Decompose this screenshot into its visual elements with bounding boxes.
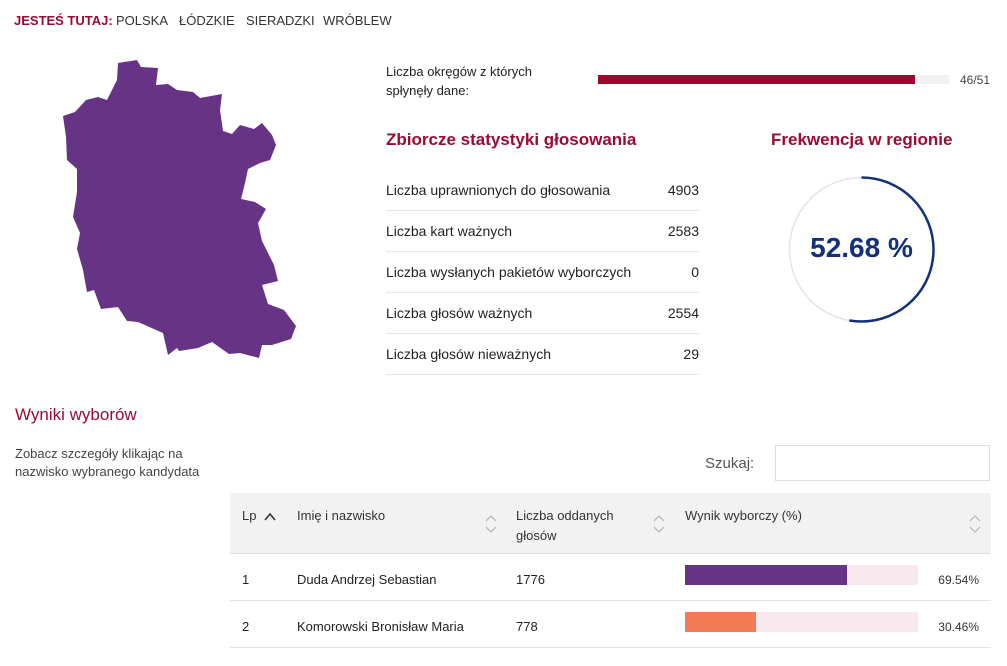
table-row[interactable]: 2 Komorowski Bronisław Maria 778 30.46% bbox=[230, 601, 991, 648]
row-lp: 2 bbox=[242, 619, 250, 634]
table-header: Lp Imię i nazwisko Liczba oddanych głosó… bbox=[230, 493, 991, 554]
stat-value: 2583 bbox=[667, 223, 699, 239]
row-percent: 30.46% bbox=[938, 620, 979, 634]
stat-row: Liczba kart ważnych 2583 bbox=[386, 211, 699, 252]
stats-table: Liczba uprawnionych do głosowania 4903 L… bbox=[386, 170, 699, 375]
sort-icon[interactable] bbox=[485, 514, 497, 534]
stat-label: Liczba uprawnionych do głosowania bbox=[386, 182, 611, 198]
results-title: Wyniki wyborów bbox=[15, 405, 137, 424]
turnout-ring bbox=[788, 176, 935, 323]
stat-value: 0 bbox=[691, 264, 699, 280]
stat-value: 4903 bbox=[667, 182, 699, 198]
turnout-ring-arc bbox=[788, 176, 935, 323]
stat-label: Liczba wysłanych pakietów wyborczych bbox=[386, 264, 632, 280]
stats-title: Zbiorcze statystyki głosowania bbox=[386, 130, 637, 149]
districts-label: Liczba okręgów z których spłynęły dane: bbox=[386, 64, 532, 98]
result-bar-fill bbox=[685, 612, 756, 632]
districts-progress-bar bbox=[598, 75, 949, 84]
results-hint: Zobacz szczegóły klikając na nazwisko wy… bbox=[15, 446, 200, 479]
breadcrumb-item-sieradzki[interactable]: SIERADZKI bbox=[246, 13, 315, 28]
row-votes: 778 bbox=[516, 619, 538, 634]
sort-icon[interactable] bbox=[969, 514, 981, 534]
stat-label: Liczba głosów nieważnych bbox=[386, 346, 551, 362]
row-percent: 69.54% bbox=[938, 573, 979, 587]
stat-value: 2554 bbox=[667, 305, 699, 321]
region-shape bbox=[63, 60, 296, 358]
turnout-title: Frekwencja w regionie bbox=[771, 130, 953, 149]
districts-progress-fill bbox=[598, 75, 915, 84]
candidate-name-link[interactable]: Komorowski Bronisław Maria bbox=[297, 619, 464, 634]
result-bar-track bbox=[685, 612, 918, 632]
candidate-name-link[interactable]: Duda Andrzej Sebastian bbox=[297, 572, 437, 587]
search-input[interactable] bbox=[775, 445, 990, 481]
row-votes: 1776 bbox=[516, 572, 545, 587]
turnout-value: 52.68 % bbox=[810, 232, 913, 263]
breadcrumb-item-wroblew[interactable]: WRÓBLEW bbox=[323, 13, 392, 28]
results-table: Lp Imię i nazwisko Liczba oddanych głosó… bbox=[230, 493, 991, 648]
column-header-votes[interactable]: Liczba oddanych głosów bbox=[516, 508, 614, 543]
search-label: Szukaj: bbox=[705, 455, 755, 472]
stat-row: Liczba głosów ważnych 2554 bbox=[386, 293, 699, 334]
stat-row: Liczba wysłanych pakietów wyborczych 0 bbox=[386, 252, 699, 293]
stat-row: Liczba głosów nieważnych 29 bbox=[386, 334, 699, 375]
column-header-result[interactable]: Wynik wyborczy (%) bbox=[685, 508, 802, 523]
result-bar-fill bbox=[685, 565, 848, 585]
breadcrumb-item-polska[interactable]: POLSKA bbox=[116, 13, 169, 28]
breadcrumb-label: JESTEŚ TUTAJ: bbox=[14, 13, 113, 28]
sort-ascending-icon[interactable] bbox=[264, 512, 276, 521]
stat-value: 29 bbox=[683, 346, 699, 362]
column-header-name[interactable]: Imię i nazwisko bbox=[297, 508, 386, 523]
districts-count: 46/51 bbox=[960, 73, 991, 87]
sort-icon[interactable] bbox=[653, 514, 665, 534]
table-row[interactable]: 1 Duda Andrzej Sebastian 1776 69.54% bbox=[230, 554, 991, 601]
stat-row: Liczba uprawnionych do głosowania 4903 bbox=[386, 170, 699, 211]
row-lp: 1 bbox=[242, 572, 250, 587]
column-header-lp[interactable]: Lp bbox=[242, 508, 257, 523]
stat-label: Liczba głosów ważnych bbox=[386, 305, 533, 321]
region-map bbox=[63, 60, 296, 358]
result-bar-track bbox=[685, 565, 918, 585]
stat-label: Liczba kart ważnych bbox=[386, 223, 513, 239]
breadcrumb-item-lodzkie[interactable]: ŁÓDZKIE bbox=[179, 13, 235, 28]
